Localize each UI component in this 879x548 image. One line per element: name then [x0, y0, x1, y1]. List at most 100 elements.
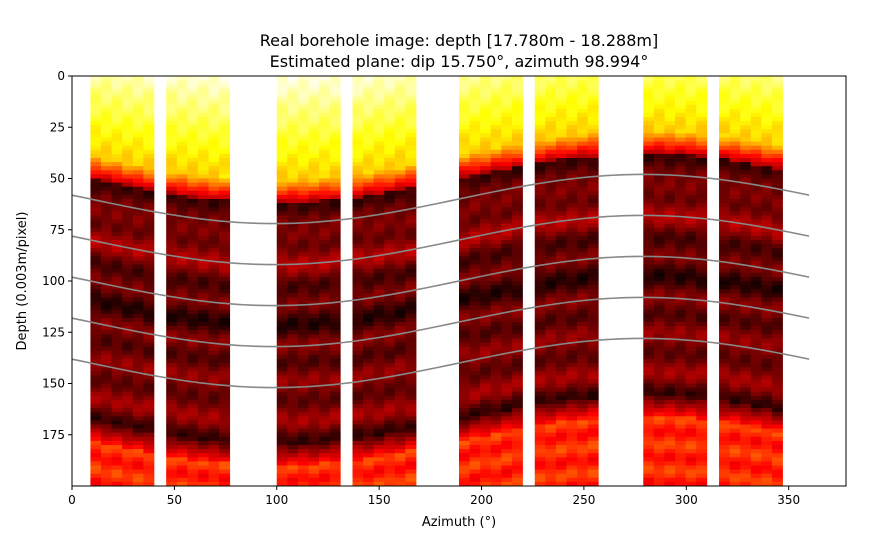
image-cell [566, 264, 578, 270]
image-cell [319, 428, 331, 434]
image-cell [459, 272, 470, 278]
image-cell [405, 424, 417, 429]
image-cell [675, 215, 686, 220]
image-cell [405, 383, 417, 388]
image-cell [208, 469, 220, 475]
image-cell [643, 92, 655, 97]
image-cell [276, 92, 288, 97]
image-cell [394, 117, 406, 122]
image-cell [208, 108, 220, 114]
image-cell [176, 174, 188, 179]
image-cell [352, 481, 364, 486]
image-cell [197, 326, 209, 331]
image-cell [373, 445, 385, 450]
image-cell [511, 436, 523, 442]
image-cell [363, 88, 375, 93]
image-cell [566, 481, 578, 486]
image-cell [176, 252, 188, 257]
image-cell [469, 256, 481, 261]
image-cell [653, 190, 665, 196]
image-cell [319, 416, 331, 421]
image-cell [740, 457, 752, 462]
image-cell [719, 412, 731, 417]
image-cell [577, 445, 589, 450]
image-cell [384, 141, 396, 147]
image-cell [511, 268, 523, 274]
image-cell [297, 428, 309, 434]
image-cell [545, 133, 557, 138]
image-cell [750, 445, 762, 450]
image-cell [675, 338, 686, 343]
image-cell [208, 305, 220, 311]
image-cell [577, 207, 589, 212]
image-cell [208, 166, 220, 171]
image-cell [719, 203, 731, 208]
image-cell [394, 240, 406, 245]
image-cell [459, 363, 470, 368]
image-cell [352, 375, 364, 380]
image-cell [122, 215, 134, 220]
image-cell [352, 309, 364, 315]
image-cell [176, 141, 188, 147]
image-cell [287, 412, 299, 417]
image-cell [511, 215, 523, 220]
image-cell [363, 108, 375, 114]
image-cell [469, 440, 481, 446]
image-cell [719, 174, 731, 179]
image-cell [363, 367, 375, 372]
image-cell [287, 424, 299, 429]
image-cell [501, 260, 513, 265]
image-cell [653, 367, 665, 372]
image-cell [187, 178, 199, 183]
image-cell [545, 108, 557, 114]
image-cell [176, 436, 188, 442]
image-cell [394, 264, 406, 270]
image-cell [664, 170, 676, 175]
image-cell [373, 174, 385, 179]
image-cell [675, 203, 686, 208]
image-cell [176, 272, 188, 278]
image-cell [577, 457, 589, 462]
image-cell [675, 100, 686, 106]
image-cell [101, 326, 112, 331]
image-cell [566, 178, 578, 183]
image-cell [219, 256, 231, 261]
image-cell [771, 100, 783, 106]
image-cell [384, 260, 396, 265]
image-cell [761, 375, 773, 380]
image-cell [771, 219, 783, 224]
image-cell [373, 137, 385, 142]
image-cell [308, 408, 320, 413]
image-cell [566, 153, 578, 159]
image-cell [469, 424, 481, 429]
image-cell [566, 363, 578, 368]
image-cell [176, 289, 188, 294]
image-cell [166, 363, 178, 368]
image-cell [122, 240, 134, 245]
image-cell [643, 211, 655, 216]
image-cell [394, 424, 406, 429]
image-cell [511, 440, 523, 446]
image-cell [197, 260, 209, 265]
image-cell [480, 371, 492, 376]
image-cell [469, 301, 481, 306]
image-cell [394, 346, 406, 352]
image-cell [90, 465, 102, 470]
image-cell [480, 309, 492, 315]
image-cell [219, 432, 231, 438]
image-cell [587, 453, 599, 458]
image-cell [363, 281, 375, 286]
image-cell [566, 387, 578, 393]
image-cell [771, 285, 783, 290]
image-cell [771, 207, 783, 212]
image-cell [534, 457, 546, 462]
image-cell [577, 281, 589, 286]
image-cell [534, 256, 546, 261]
image-cell [319, 153, 331, 159]
image-cell [276, 162, 288, 167]
image-cell [685, 268, 697, 274]
image-cell [555, 174, 567, 179]
image-cell [287, 100, 299, 106]
image-cell [511, 469, 523, 475]
image-cell [511, 313, 523, 319]
